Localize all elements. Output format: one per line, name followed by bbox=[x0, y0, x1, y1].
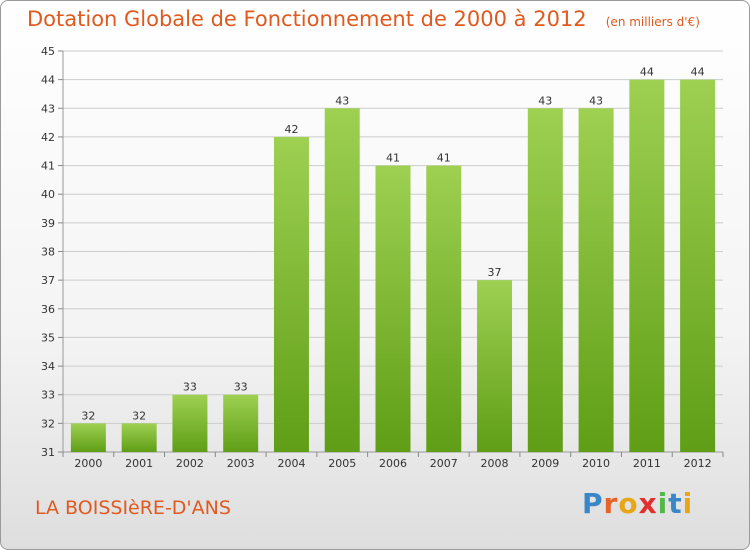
x-tick-label: 2006 bbox=[379, 457, 407, 470]
proxiti-logo: Proxiti bbox=[582, 487, 693, 520]
bar-2009 bbox=[527, 108, 563, 453]
bar-2000 bbox=[70, 423, 106, 452]
x-tick-label: 2007 bbox=[430, 457, 458, 470]
bar-value-label: 32 bbox=[132, 409, 146, 422]
bar-2012 bbox=[680, 79, 716, 453]
chart-title: Dotation Globale de Fonctionnement de 20… bbox=[27, 7, 587, 31]
x-tick-label: 2012 bbox=[684, 457, 712, 470]
bar-2001 bbox=[121, 423, 157, 452]
bar-value-label: 44 bbox=[691, 66, 705, 79]
y-tick-label: 45 bbox=[41, 45, 55, 58]
x-tick-label: 2008 bbox=[481, 457, 509, 470]
y-tick-label: 42 bbox=[41, 131, 55, 144]
bar-value-label: 33 bbox=[183, 381, 197, 394]
bar-2003 bbox=[223, 394, 259, 452]
y-tick-label: 40 bbox=[41, 188, 55, 201]
bar-value-label: 43 bbox=[335, 94, 349, 107]
y-tick-label: 43 bbox=[41, 102, 55, 115]
x-tick-label: 2005 bbox=[328, 457, 356, 470]
logo-letter: P bbox=[582, 487, 604, 520]
y-tick-label: 36 bbox=[41, 303, 55, 316]
bar-value-label: 44 bbox=[640, 66, 654, 79]
x-tick-label: 2001 bbox=[125, 457, 153, 470]
label-layer: 32 32 33 33 42 43 41 41 37 43 43 44 44 bbox=[81, 66, 704, 423]
bar-value-label: 32 bbox=[81, 409, 95, 422]
y-tick-label: 41 bbox=[41, 160, 55, 173]
bar-2010 bbox=[578, 108, 614, 453]
title-row: Dotation Globale de Fonctionnement de 20… bbox=[27, 7, 700, 31]
bar-2004 bbox=[273, 136, 309, 452]
bar-2002 bbox=[172, 394, 208, 452]
bar-layer bbox=[70, 79, 716, 453]
x-tick-label: 2009 bbox=[531, 457, 559, 470]
y-tick-label: 34 bbox=[41, 360, 55, 373]
commune-name: LA BOISSIèRE-D'ANS bbox=[35, 497, 231, 519]
bar-value-label: 43 bbox=[589, 94, 603, 107]
bar-value-label: 41 bbox=[437, 152, 451, 165]
chart-unit-note: (en milliers d'€) bbox=[605, 15, 700, 29]
x-tick-label: 2004 bbox=[277, 457, 305, 470]
y-tick-label: 32 bbox=[41, 417, 55, 430]
y-tick-label: 35 bbox=[41, 331, 55, 344]
logo-letter: t bbox=[668, 487, 683, 520]
y-tick-label: 31 bbox=[41, 446, 55, 459]
x-tick-label: 2000 bbox=[74, 457, 102, 470]
bar-value-label: 43 bbox=[538, 94, 552, 107]
bar-2011 bbox=[629, 79, 665, 453]
bar-2006 bbox=[375, 165, 411, 453]
x-tick-label: 2003 bbox=[227, 457, 255, 470]
bar-value-label: 42 bbox=[284, 123, 298, 136]
bar-2008 bbox=[477, 280, 513, 452]
y-tick-label: 33 bbox=[41, 389, 55, 402]
logo-letter: r bbox=[603, 487, 619, 520]
bar-value-label: 41 bbox=[386, 152, 400, 165]
x-tick-label: 2002 bbox=[176, 457, 204, 470]
x-tick-label: 2010 bbox=[582, 457, 610, 470]
bar-2005 bbox=[324, 108, 360, 453]
logo-letter: o bbox=[618, 487, 639, 520]
y-tick-label: 44 bbox=[41, 74, 55, 87]
y-tick-label: 38 bbox=[41, 246, 55, 259]
logo-letter: i bbox=[682, 487, 694, 520]
logo-letter: i bbox=[657, 487, 669, 520]
bar-2007 bbox=[426, 165, 462, 453]
y-tick-label: 37 bbox=[41, 274, 55, 287]
bar-value-label: 37 bbox=[488, 266, 502, 279]
x-tick-label: 2011 bbox=[633, 457, 661, 470]
y-tick-label: 39 bbox=[41, 217, 55, 230]
bar-value-label: 33 bbox=[234, 381, 248, 394]
logo-letter: x bbox=[638, 487, 658, 520]
